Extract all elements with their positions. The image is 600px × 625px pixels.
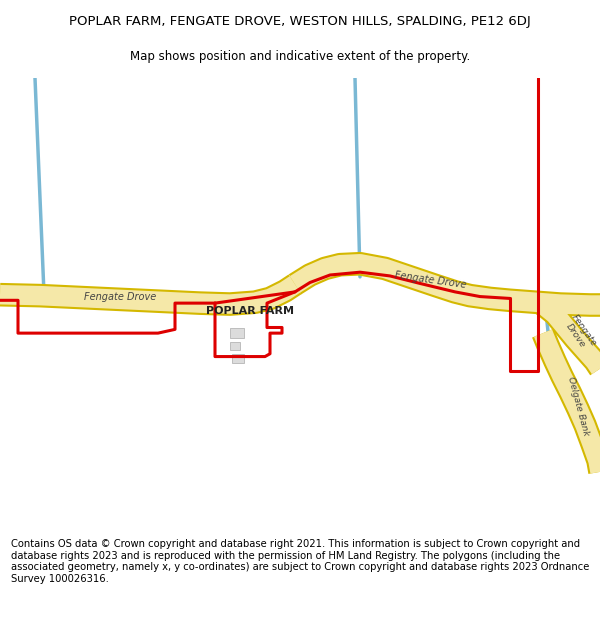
- Bar: [230, 328, 244, 338]
- Text: POPLAR FARM: POPLAR FARM: [206, 306, 294, 316]
- Bar: [232, 354, 244, 363]
- Text: Fengate Drove: Fengate Drove: [84, 292, 156, 302]
- Text: Fengate
Drove: Fengate Drove: [562, 312, 598, 354]
- Bar: [230, 341, 240, 350]
- Text: Map shows position and indicative extent of the property.: Map shows position and indicative extent…: [130, 50, 470, 62]
- Text: POPLAR FARM, FENGATE DROVE, WESTON HILLS, SPALDING, PE12 6DJ: POPLAR FARM, FENGATE DROVE, WESTON HILLS…: [69, 16, 531, 28]
- Text: Contains OS data © Crown copyright and database right 2021. This information is : Contains OS data © Crown copyright and d…: [11, 539, 589, 584]
- Text: Oelgate Bank: Oelgate Bank: [566, 376, 590, 437]
- Text: Fengate Drove: Fengate Drove: [394, 270, 466, 289]
